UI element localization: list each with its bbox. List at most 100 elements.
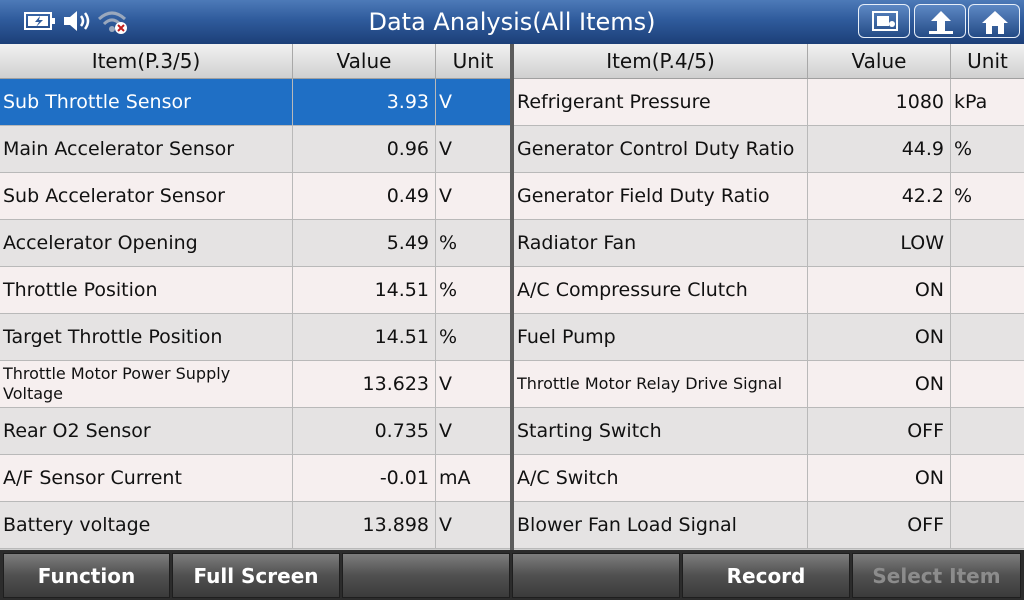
table-row[interactable]: Sub Throttle Sensor 3.93 V — [0, 79, 510, 126]
item-value: ON — [808, 455, 951, 501]
wifi-off-icon — [96, 9, 130, 39]
record-button[interactable]: Record — [682, 553, 850, 598]
item-value: OFF — [808, 408, 951, 454]
table-row[interactable]: Target Throttle Position 14.51 % — [0, 314, 510, 361]
item-unit: % — [954, 185, 973, 207]
item-value: 13.623 — [293, 361, 436, 407]
title-bar: Data Analysis(All Items) — [0, 0, 1024, 45]
item-name: Rear O2 Sensor — [0, 408, 293, 454]
left-data-table: Item(P.3/5) Value Unit Sub Throttle Sens… — [0, 44, 510, 550]
back-button[interactable] — [914, 4, 966, 38]
value-column-header: Value — [808, 44, 951, 79]
item-name: A/C Compressure Clutch — [514, 267, 808, 313]
item-name: Throttle Motor Power Supply Voltage — [0, 361, 293, 407]
item-value: 3.93 — [293, 79, 436, 125]
table-row[interactable]: A/C Switch ON — [514, 455, 1024, 502]
screenshot-icon — [872, 11, 898, 31]
table-row[interactable]: Main Accelerator Sensor 0.96 V — [0, 126, 510, 173]
right-data-table: Item(P.4/5) Value Unit Refrigerant Press… — [514, 44, 1024, 550]
item-name: A/F Sensor Current — [0, 455, 293, 501]
table-row[interactable]: A/F Sensor Current -0.01 mA — [0, 455, 510, 502]
item-unit: % — [954, 138, 973, 160]
table-row[interactable]: Accelerator Opening 5.49 % — [0, 220, 510, 267]
page-title: Data Analysis(All Items) — [368, 8, 656, 36]
item-name: Fuel Pump — [514, 314, 808, 360]
table-row[interactable]: Starting Switch OFF — [514, 408, 1024, 455]
item-unit — [951, 408, 1024, 454]
item-name: Blower Fan Load Signal — [514, 502, 808, 548]
item-name: Starting Switch — [514, 408, 808, 454]
item-unit: % — [439, 232, 458, 254]
table-row[interactable]: Radiator Fan LOW — [514, 220, 1024, 267]
back-up-arrow-icon — [929, 11, 953, 34]
table-row[interactable]: Sub Accelerator Sensor 0.49 V — [0, 173, 510, 220]
item-unit — [951, 361, 1024, 407]
item-name: A/C Switch — [514, 455, 808, 501]
item-value: -0.01 — [293, 455, 436, 501]
table-row[interactable]: Refrigerant Pressure 1080 kPa — [514, 79, 1024, 126]
item-unit: % — [439, 326, 458, 348]
item-unit — [951, 314, 1024, 360]
item-value: 0.49 — [293, 173, 436, 219]
table-row[interactable]: Rear O2 Sensor 0.735 V — [0, 408, 510, 455]
table-row[interactable]: Throttle Motor Power Supply Voltage 13.6… — [0, 361, 510, 408]
speaker-icon[interactable] — [62, 9, 92, 37]
item-value: 42.2 — [808, 173, 951, 219]
table-row[interactable]: Throttle Position 14.51 % — [0, 267, 510, 314]
select-item-button[interactable]: Select Item — [852, 553, 1021, 598]
screenshot-button[interactable] — [858, 4, 910, 38]
item-unit — [951, 220, 1024, 266]
item-unit: V — [439, 185, 452, 207]
item-value: 0.96 — [293, 126, 436, 172]
home-button[interactable] — [968, 4, 1020, 38]
item-unit: V — [439, 373, 452, 395]
item-name: Radiator Fan — [514, 220, 808, 266]
item-value: 0.735 — [293, 408, 436, 454]
unit-column-header: Unit — [951, 44, 1024, 79]
item-column-header: Item(P.3/5) — [0, 44, 293, 79]
function-button[interactable]: Function — [3, 553, 170, 598]
table-row[interactable]: Generator Field Duty Ratio 42.2 % — [514, 173, 1024, 220]
empty-button-3 — [342, 553, 510, 598]
table-row[interactable]: Generator Control Duty Ratio 44.9 % — [514, 126, 1024, 173]
item-unit: V — [439, 420, 452, 442]
table-row[interactable]: Battery voltage 13.898 V — [0, 502, 510, 549]
item-name: Throttle Position — [0, 267, 293, 313]
function-bar: Function Full Screen Record Select Item — [0, 550, 1024, 600]
item-value: 14.51 — [293, 267, 436, 313]
item-unit: kPa — [954, 91, 988, 113]
item-value: OFF — [808, 502, 951, 548]
item-unit: % — [439, 279, 458, 301]
item-value: ON — [808, 361, 951, 407]
item-name: Battery voltage — [0, 502, 293, 548]
battery-charging-icon — [24, 11, 56, 35]
item-value: 1080 — [808, 79, 951, 125]
item-unit: V — [439, 91, 452, 113]
item-value: 13.898 — [293, 502, 436, 548]
table-row[interactable]: Fuel Pump ON — [514, 314, 1024, 361]
table-row[interactable]: Throttle Motor Relay Drive Signal ON — [514, 361, 1024, 408]
item-unit: mA — [439, 467, 471, 489]
table-row[interactable]: A/C Compressure Clutch ON — [514, 267, 1024, 314]
item-unit: V — [439, 514, 452, 536]
item-unit — [951, 502, 1024, 548]
item-unit — [951, 455, 1024, 501]
item-name: Generator Control Duty Ratio — [514, 126, 808, 172]
table-row[interactable]: Blower Fan Load Signal OFF — [514, 502, 1024, 549]
item-value: LOW — [808, 220, 951, 266]
column-divider — [510, 44, 514, 550]
home-icon — [982, 11, 1008, 34]
item-name: Accelerator Opening — [0, 220, 293, 266]
item-name: Refrigerant Pressure — [514, 79, 808, 125]
empty-button-4 — [512, 553, 680, 598]
item-name: Throttle Motor Relay Drive Signal — [514, 361, 808, 407]
item-name: Sub Throttle Sensor — [0, 79, 293, 125]
item-value: 14.51 — [293, 314, 436, 360]
item-name: Generator Field Duty Ratio — [514, 173, 808, 219]
full-screen-button[interactable]: Full Screen — [172, 553, 340, 598]
item-column-header: Item(P.4/5) — [514, 44, 808, 79]
item-unit: V — [439, 138, 452, 160]
unit-column-header: Unit — [436, 44, 510, 79]
item-value: ON — [808, 314, 951, 360]
item-name: Target Throttle Position — [0, 314, 293, 360]
